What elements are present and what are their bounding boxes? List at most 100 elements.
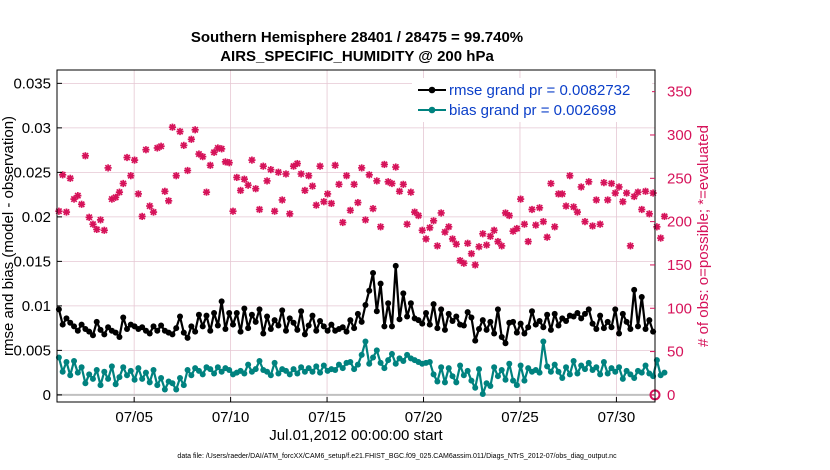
obs-evaluated-marker [471,261,479,269]
obs-star-stroke [241,175,248,183]
bias-marker [218,368,225,375]
obs-star-stroke [615,183,623,191]
rmse-marker [180,329,187,336]
obs-star-stroke [661,213,668,220]
rmse-marker [139,324,146,331]
bias-marker [619,375,626,382]
obs-evaluated-marker [119,179,127,188]
obs-evaluated-marker [460,259,468,267]
bias-marker [67,372,74,379]
obs-star-stroke [259,162,267,170]
obs-evaluated-marker [252,185,260,193]
rmse-marker [525,324,532,331]
obs-evaluated-marker [259,162,267,170]
bias-marker [642,362,649,369]
obs-evaluated-marker [365,171,373,179]
obs-evaluated-marker [407,188,415,196]
obs-evaluated-marker [392,163,400,171]
rmse-marker [177,313,184,320]
x-tick-label: 07/30 [598,409,636,426]
rmse-marker [370,269,377,276]
bias-marker [377,359,384,366]
right-tick-label: 100 [667,300,692,317]
obs-star-stroke [581,218,589,225]
obs-evaluated-marker [331,161,339,169]
obs-star-stroke [502,209,509,217]
rmse-marker [267,326,274,333]
bias-marker [294,370,301,377]
obs-evaluated-marker [607,179,616,188]
obs-star-stroke [562,202,570,210]
bias-marker [631,374,638,381]
bias-marker [146,379,153,386]
obs-evaluated-marker [660,212,669,221]
rmse-marker [381,323,388,330]
obs-evaluated-marker [388,179,396,188]
bias-marker [491,364,498,371]
obs-star-stroke [82,152,89,160]
right-tick-label: 150 [667,257,692,274]
obs-star-stroke [320,198,328,205]
obs-star-stroke [437,209,445,217]
obs-evaluated-marker [210,148,218,156]
bias-marker [180,382,187,389]
obs-star-stroke [445,223,453,231]
obs-evaluated-marker [395,187,404,195]
rmse-marker [207,327,214,334]
obs-star-stroke [638,206,646,213]
bias-marker [487,382,494,389]
rmse-marker [536,318,543,325]
bias-marker [290,366,297,373]
obs-evaluated-marker [354,198,362,207]
bias-marker [400,358,407,365]
obs-star-stroke [411,208,418,216]
obs-evaluated-marker [165,197,173,205]
rmse-marker [373,308,380,315]
rmse-marker [638,293,645,300]
bias-marker [479,390,486,397]
rmse-marker [120,314,127,321]
obs-star-stroke [316,162,324,170]
obs-star-stroke [312,201,320,209]
rmse-marker [93,318,100,325]
obs-evaluated-marker [350,180,358,188]
bias-marker [339,365,346,372]
rmse-marker [634,323,641,330]
obs-star-stroke [165,197,172,205]
obs-evaluated-marker [543,233,551,241]
obs-star-stroke [384,178,392,186]
obs-evaluated-marker [517,195,525,203]
rmse-marker [563,318,570,325]
rmse-marker [597,312,604,319]
bias-marker [358,351,365,358]
rmse-marker [214,322,221,329]
rmse-marker [483,326,490,333]
obs-evaluated-marker [551,223,559,231]
rmse-marker [192,328,199,335]
obs-star-stroke [195,150,203,158]
bias-marker [135,365,142,372]
obs-evaluated-marker [96,216,105,224]
rmse-marker [271,317,278,324]
obs-evaluated-marker [585,178,593,186]
rmse-marker [328,321,335,328]
bias-marker [275,370,282,377]
obs-evaluated-marker [445,223,453,231]
bias-marker [313,363,320,370]
obs-star-stroke [101,226,108,234]
obs-evaluated-marker [233,173,241,182]
x-axis: 07/05 07/10 07/15 07/20 07/25 07/30 [115,397,635,426]
obs-evaluated-marker [286,210,294,218]
rmse-marker [400,290,407,297]
obs-star-stroke [237,187,244,194]
rmse-marker [313,327,320,334]
bias-marker [317,369,324,376]
bias-marker [252,366,259,373]
rmse-marker [222,326,229,333]
obs-star-stroke [494,238,502,245]
rmse-marker [491,330,498,337]
obs-star-stroke [138,213,146,220]
obs-evaluated-marker [486,232,494,240]
rmse-marker [124,326,131,333]
bias-marker [93,366,100,373]
